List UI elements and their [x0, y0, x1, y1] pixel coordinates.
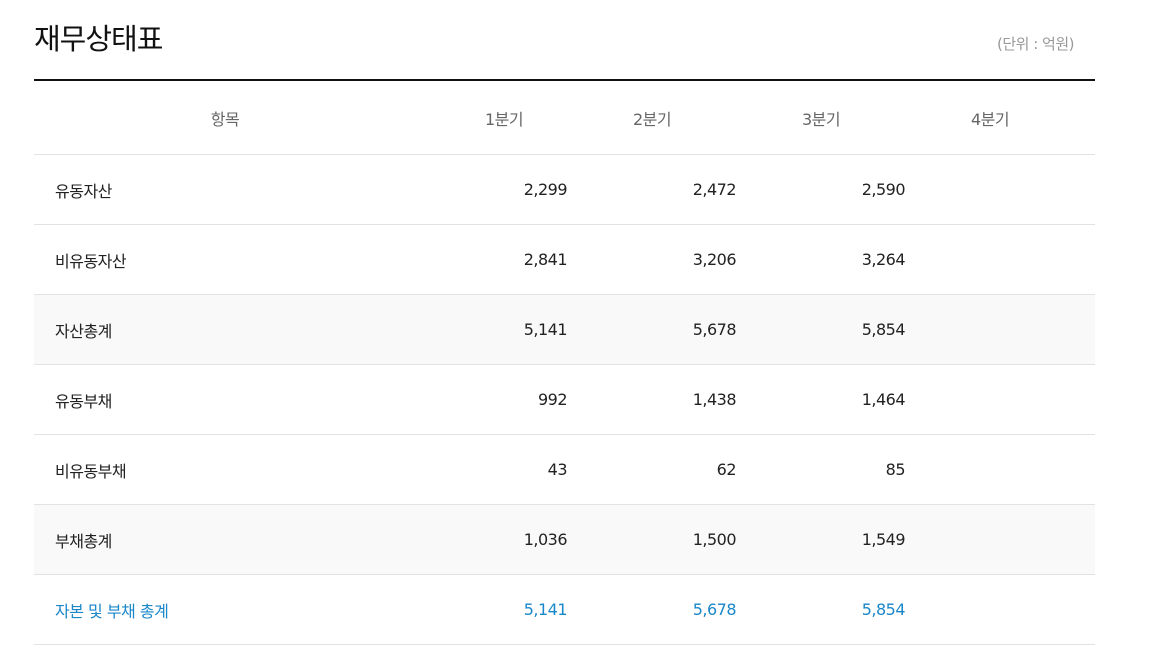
cell-q2: 2,472	[567, 154, 737, 225]
column-header-q1: 1분기	[416, 81, 567, 155]
row-label: 자본 및 부채 총계	[34, 574, 416, 645]
cell-q2: 3,206	[567, 224, 737, 295]
row-label: 비유동부채	[34, 434, 416, 505]
balance-sheet-section: 재무상태표 (단위 : 억원) 항목 1분기 2분기 3분기 4분기 유동자산 …	[34, 0, 1095, 645]
table-row-total: 부채총계 1,036 1,500 1,549	[34, 504, 1095, 575]
cell-q2: 1,500	[567, 504, 737, 575]
row-label: 비유동자산	[34, 224, 416, 295]
cell-q4	[905, 364, 1095, 435]
cell-q1: 2,299	[416, 154, 568, 225]
cell-q3: 1,464	[736, 364, 906, 435]
cell-q2: 5,678	[567, 294, 737, 365]
column-header-q4: 4분기	[905, 81, 1095, 155]
cell-q1: 5,141	[416, 294, 568, 365]
header-row: 항목 1분기 2분기 3분기 4분기	[34, 81, 1095, 155]
cell-q2: 62	[567, 434, 737, 505]
section-header: 재무상태표 (단위 : 억원)	[34, 0, 1095, 81]
cell-q3: 85	[736, 434, 906, 505]
column-header-item: 항목	[34, 81, 416, 155]
cell-q1: 992	[416, 364, 568, 435]
table-row-grand-total: 자본 및 부채 총계 5,141 5,678 5,854	[34, 574, 1095, 645]
cell-q2: 1,438	[567, 364, 737, 435]
table-row: 비유동자산 2,841 3,206 3,264	[34, 224, 1095, 295]
cell-q1: 1,036	[416, 504, 568, 575]
cell-q4	[905, 434, 1095, 505]
cell-q3: 1,549	[736, 504, 906, 575]
column-header-q3: 3분기	[736, 81, 905, 155]
row-label: 유동자산	[34, 154, 416, 225]
cell-q1: 2,841	[416, 224, 568, 295]
cell-q4	[905, 154, 1095, 225]
row-label: 부채총계	[34, 504, 416, 575]
table-header: 항목 1분기 2분기 3분기 4분기	[34, 81, 1095, 155]
table-row: 유동자산 2,299 2,472 2,590	[34, 154, 1095, 225]
table-row-total: 자산총계 5,141 5,678 5,854	[34, 294, 1095, 365]
cell-q3: 5,854	[736, 574, 906, 645]
balance-sheet-table: 항목 1분기 2분기 3분기 4분기 유동자산 2,299 2,472 2,59…	[34, 81, 1095, 645]
table-row: 비유동부채 43 62 85	[34, 434, 1095, 505]
cell-q1: 43	[416, 434, 568, 505]
row-label: 유동부채	[34, 364, 416, 435]
row-label: 자산총계	[34, 294, 416, 365]
table-body: 유동자산 2,299 2,472 2,590 비유동자산 2,841 3,206…	[34, 154, 1095, 645]
cell-q3: 5,854	[736, 294, 906, 365]
cell-q4	[905, 294, 1095, 365]
cell-q1: 5,141	[416, 574, 568, 645]
column-header-q2: 2분기	[567, 81, 736, 155]
cell-q2: 5,678	[567, 574, 737, 645]
unit-label: (단위 : 억원)	[997, 35, 1075, 53]
cell-q4	[905, 224, 1095, 295]
page-title: 재무상태표	[34, 22, 163, 56]
cell-q3: 3,264	[736, 224, 906, 295]
cell-q3: 2,590	[736, 154, 906, 225]
cell-q4	[905, 504, 1095, 575]
table-row: 유동부채 992 1,438 1,464	[34, 364, 1095, 435]
cell-q4	[905, 574, 1095, 645]
